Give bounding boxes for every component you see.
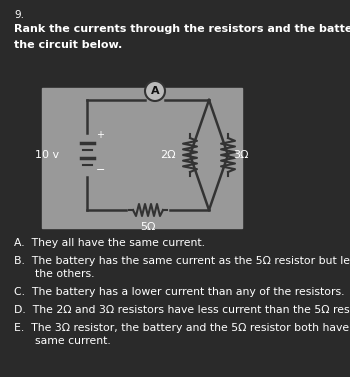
Text: A: A	[151, 86, 159, 96]
Text: C.  The battery has a lower current than any of the resistors.: C. The battery has a lower current than …	[14, 287, 344, 297]
Text: D.  The 2Ω and 3Ω resistors have less current than the 5Ω resistor: D. The 2Ω and 3Ω resistors have less cur…	[14, 305, 350, 315]
Text: +: +	[96, 130, 104, 140]
Text: A.  They all have the same current.: A. They all have the same current.	[14, 238, 205, 248]
Text: same current.: same current.	[14, 336, 111, 346]
Text: Rank the currents through the resistors and the battery shown in: Rank the currents through the resistors …	[14, 24, 350, 34]
Text: the circuit below.: the circuit below.	[14, 40, 122, 50]
Text: 3Ω: 3Ω	[233, 150, 248, 160]
Text: 5Ω: 5Ω	[140, 222, 156, 232]
Text: E.  The 3Ω resistor, the battery and the 5Ω resistor both have the: E. The 3Ω resistor, the battery and the …	[14, 323, 350, 333]
Text: the others.: the others.	[14, 269, 94, 279]
Text: B.  The battery has the same current as the 5Ω resistor but less than: B. The battery has the same current as t…	[14, 256, 350, 266]
Bar	[42, 88, 242, 228]
Circle shape	[145, 81, 165, 101]
Text: 9.: 9.	[14, 10, 24, 20]
Text: −: −	[96, 165, 105, 175]
Text: 10 v: 10 v	[35, 150, 59, 160]
Text: 2Ω: 2Ω	[160, 150, 176, 160]
